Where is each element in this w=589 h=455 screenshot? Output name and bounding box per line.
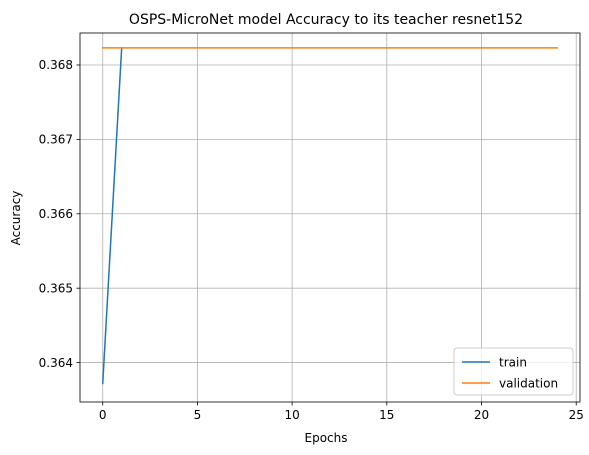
plot-background bbox=[80, 33, 580, 402]
x-tick-label: 20 bbox=[474, 408, 489, 422]
y-tick-label: 0.366 bbox=[39, 207, 73, 221]
x-tick-label: 15 bbox=[379, 408, 394, 422]
plot-area bbox=[79, 32, 581, 403]
y-tick-label: 0.364 bbox=[39, 356, 73, 370]
y-axis-label: Accuracy bbox=[9, 191, 23, 246]
series-layer bbox=[101, 47, 559, 385]
y-axis: 0.364 0.365 0.366 0.367 0.368 bbox=[39, 58, 80, 370]
plot-frame bbox=[79, 32, 581, 403]
legend-label-validation: validation bbox=[499, 376, 558, 390]
chart-title-text: OSPS-MicroNet model Accuracy to its teac… bbox=[129, 12, 523, 28]
legend: train validation bbox=[453, 347, 574, 396]
legend-label-train: train bbox=[499, 355, 527, 369]
x-axis-label: Epochs bbox=[305, 431, 348, 445]
y-tick-label: 0.365 bbox=[39, 281, 73, 295]
x-tick-label: 5 bbox=[194, 408, 202, 422]
y-tick-label: 0.367 bbox=[39, 133, 73, 147]
chart-title: OSPS-MicroNet model Accuracy to its teac… bbox=[129, 12, 523, 28]
grid bbox=[80, 33, 580, 402]
x-tick-label: 0 bbox=[99, 408, 107, 422]
x-tick-label: 10 bbox=[284, 408, 299, 422]
x-axis: 0 5 10 15 20 25 bbox=[99, 402, 584, 422]
y-tick-label: 0.368 bbox=[39, 58, 73, 72]
series-line-train bbox=[101, 47, 123, 385]
x-tick-label: 25 bbox=[569, 408, 584, 422]
